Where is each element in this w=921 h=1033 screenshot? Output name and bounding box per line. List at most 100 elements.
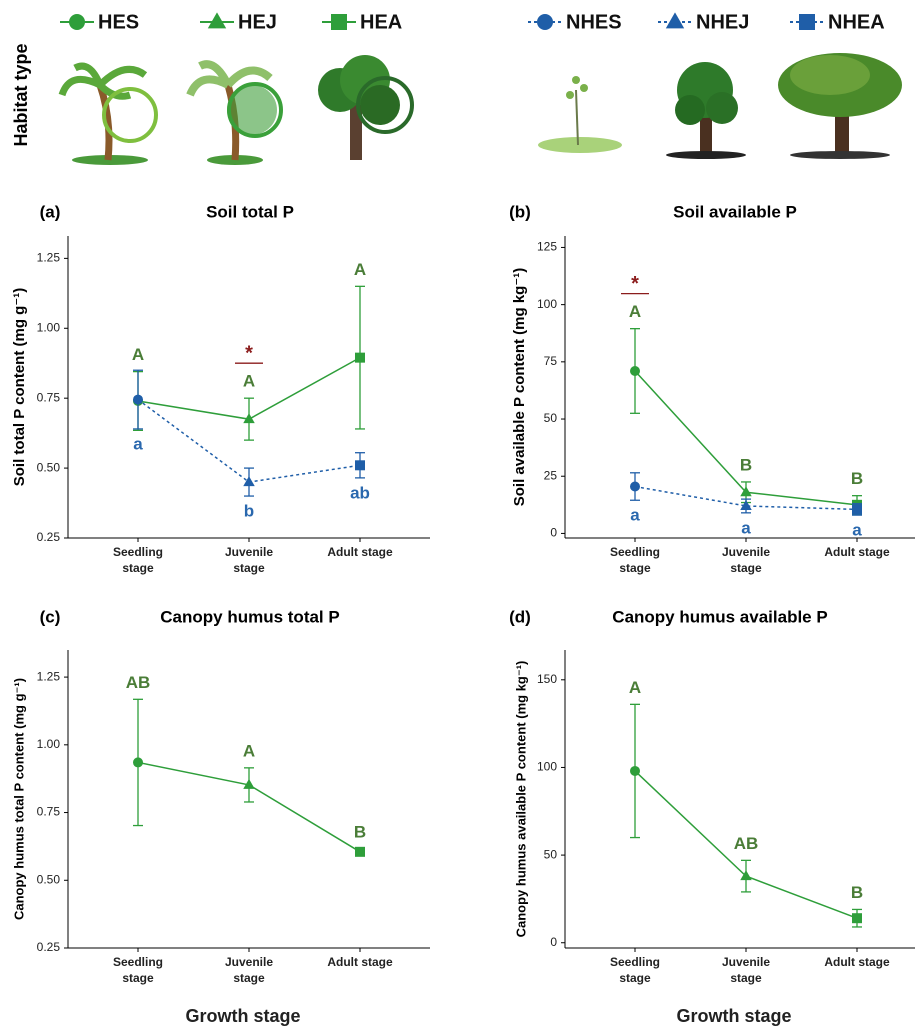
x-tick-label: Seedling stage (609, 955, 660, 985)
data-point (243, 413, 255, 424)
panel-title: Canopy humus total P (160, 607, 339, 626)
data-point (133, 757, 143, 768)
significance-star: * (245, 342, 253, 364)
legend-marker (799, 14, 815, 30)
x-tick-label: Seedling stage (112, 545, 163, 575)
significance-letter: B (851, 469, 863, 488)
significance-letter: AB (126, 673, 151, 692)
x-tick-label: Adult stage (327, 955, 393, 969)
y-tick-label: 75 (544, 354, 558, 368)
legend-label: NHES (566, 11, 622, 33)
significance-letter: b (244, 502, 254, 521)
y-tick-label: 0 (550, 935, 557, 949)
y-axis-label: Canopy humus total P content (mg g⁻¹) (11, 678, 26, 920)
legend-label: NHEA (828, 11, 885, 33)
y-tick-label: 1.00 (37, 320, 61, 334)
legend-label: HEA (360, 11, 402, 33)
x-axis-label: Growth stage (676, 1006, 792, 1026)
x-axis-label: Growth stage (185, 1006, 301, 1026)
y-tick-label: 1.25 (37, 669, 61, 683)
legend-marker (69, 14, 85, 30)
significance-letter: B (851, 883, 863, 902)
significance-letter: A (243, 372, 255, 391)
significance-star: * (631, 273, 639, 295)
data-point (355, 352, 365, 363)
tree-illustration (318, 55, 414, 160)
data-point (630, 765, 640, 776)
significance-letter: AB (734, 834, 759, 853)
data-point (355, 846, 365, 857)
legend-label: HES (98, 11, 139, 33)
tree-illustration (778, 53, 902, 159)
y-tick-label: 1.25 (37, 251, 61, 265)
data-point (133, 394, 143, 405)
legend-label: NHEJ (696, 11, 749, 33)
x-tick-label: Seedling stage (112, 955, 163, 985)
data-point (355, 460, 365, 471)
panel-label: (b) (509, 202, 531, 221)
y-tick-label: 0.75 (37, 390, 61, 404)
x-tick-label: Seedling stage (609, 545, 660, 575)
tree-illustration (186, 60, 283, 165)
series-line (634, 485, 858, 511)
legend-marker (331, 14, 347, 30)
habitat-label: Habitat type (11, 43, 31, 146)
x-tick-label: Juvenile stage (224, 545, 274, 575)
x-tick-label: Adult stage (824, 955, 890, 969)
data-point (740, 870, 752, 881)
significance-letter: a (852, 521, 862, 540)
x-tick-label: Adult stage (824, 545, 890, 559)
significance-letter: A (354, 260, 366, 279)
y-axis-label: Soil total P content (mg g⁻¹) (11, 288, 28, 486)
y-tick-label: 0.25 (37, 940, 61, 954)
panel-label: (d) (509, 607, 531, 626)
x-tick-label: Juvenile stage (721, 955, 771, 985)
y-tick-label: 50 (544, 411, 558, 425)
y-tick-label: 1.00 (37, 737, 61, 751)
data-point (852, 504, 862, 515)
y-tick-label: 0.50 (37, 872, 61, 886)
significance-letter: A (629, 302, 641, 321)
y-axis-label: Soil available P content (mg kg⁻¹) (511, 268, 528, 507)
panel-label: (c) (40, 607, 61, 626)
y-tick-label: 0.75 (37, 805, 61, 819)
data-point (740, 499, 752, 510)
data-point (852, 913, 862, 924)
tree-illustration (58, 62, 158, 165)
data-point (740, 486, 752, 497)
x-tick-label: Adult stage (327, 545, 393, 559)
x-tick-label: Juvenile stage (224, 955, 274, 985)
tree-illustration (666, 62, 746, 159)
significance-letter: A (243, 741, 255, 760)
tree-illustration (538, 76, 622, 153)
panel-title: Canopy humus available P (612, 607, 827, 626)
y-tick-label: 150 (537, 672, 557, 686)
significance-letter: ab (350, 483, 370, 502)
y-axis-label: Canopy humus available P content (mg kg⁻… (513, 661, 528, 938)
x-tick-label: Juvenile stage (721, 545, 771, 575)
panel-label: (a) (40, 202, 61, 221)
y-tick-label: 100 (537, 297, 557, 311)
significance-letter: a (741, 518, 751, 537)
data-point (630, 365, 640, 376)
legend-marker (665, 12, 685, 29)
y-tick-label: 0.25 (37, 530, 61, 544)
y-tick-label: 0 (550, 526, 557, 540)
significance-letter: B (354, 823, 366, 842)
data-point (243, 778, 255, 789)
panel-title: Soil available P (673, 202, 797, 221)
significance-letter: a (630, 506, 640, 525)
significance-letter: A (629, 678, 641, 697)
panel-title: Soil total P (206, 202, 294, 221)
y-tick-label: 25 (544, 468, 558, 482)
data-point (630, 481, 640, 492)
y-tick-label: 0.50 (37, 460, 61, 474)
significance-letter: A (132, 345, 144, 364)
y-tick-label: 125 (537, 240, 557, 254)
y-tick-label: 100 (537, 760, 557, 774)
significance-letter: B (740, 455, 752, 474)
significance-letter: a (133, 434, 143, 453)
y-tick-label: 50 (544, 847, 558, 861)
